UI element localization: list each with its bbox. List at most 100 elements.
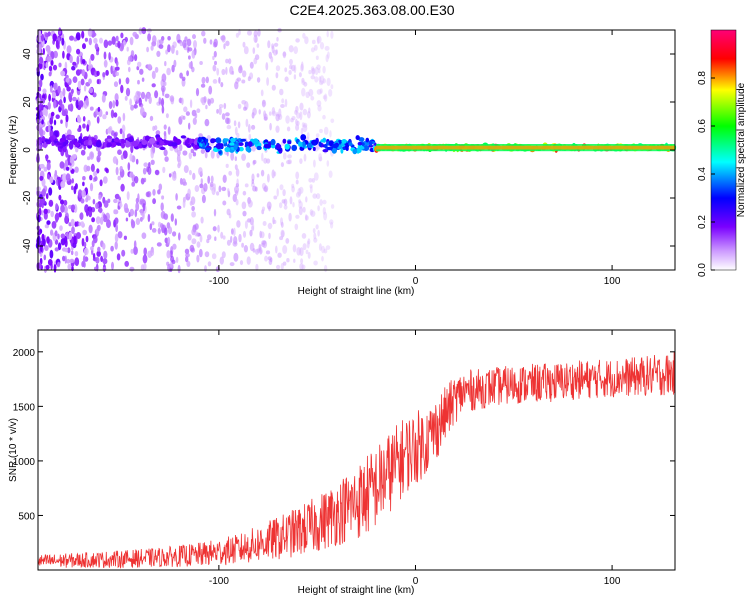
spectrogram-speckle	[124, 95, 128, 101]
spectrogram-speckle	[154, 169, 160, 175]
spectrogram-cells	[35, 27, 677, 274]
spectrogram-speckle	[92, 198, 96, 205]
spectrogram-speckle	[178, 232, 181, 241]
spectrogram-speckle	[271, 84, 276, 91]
spectrogram-speckle	[317, 104, 322, 112]
spectrogram-speckle	[139, 68, 144, 75]
spectrogram-speckle	[114, 193, 120, 200]
spectrogram-speckle	[43, 212, 48, 220]
spectrogram-speckle	[200, 178, 203, 185]
spectrogram-speckle	[184, 248, 190, 255]
spectrogram-speckle	[99, 216, 104, 225]
spectrogram-speckle	[228, 58, 232, 65]
spectrogram-speckle	[302, 124, 308, 133]
spectrogram-speckle	[45, 45, 51, 52]
spectrogram-speckle	[152, 189, 156, 196]
spectrogram-speckle	[88, 209, 93, 218]
spectrogram-speckle	[102, 114, 107, 120]
spectrogram-speckle	[313, 44, 318, 51]
spectrogram-speckle	[67, 154, 70, 163]
spectrogram-speckle	[89, 151, 95, 160]
spectrogram-speckle	[36, 236, 41, 245]
spectrogram-speckle	[212, 64, 217, 72]
spectrogram-speckle	[113, 112, 118, 118]
spectrogram-speckle	[167, 36, 171, 41]
spectrogram-speckle	[216, 191, 220, 196]
spectrogram-speckle	[114, 233, 119, 243]
spectrogram-speckle	[313, 237, 318, 243]
spectrogram-speckle	[295, 118, 298, 126]
spectrogram-ridge-cell	[291, 144, 298, 152]
spectrogram-speckle	[242, 41, 246, 48]
spectrogram-speckle	[324, 45, 330, 51]
spectrogram-speckle	[60, 70, 66, 77]
spectrogram-speckle	[80, 78, 85, 86]
spectrogram-speckle	[294, 109, 298, 115]
spectrogram-speckle	[234, 164, 238, 170]
spectrogram-ridge-cell	[256, 145, 262, 151]
spectrogram-speckle	[220, 82, 224, 88]
spectrogram-speckle	[50, 210, 54, 218]
spectrogram-speckle	[307, 238, 311, 245]
spectrogram-ridge-cell	[74, 142, 80, 148]
spectrogram-speckle	[71, 178, 74, 184]
y-tick-label: 1000	[13, 457, 36, 468]
spectrogram-speckle	[55, 40, 60, 49]
spectrogram-speckle	[263, 185, 269, 193]
spectrogram-speckle	[82, 229, 88, 236]
spectrogram-ridge-cell	[78, 136, 83, 141]
spectrogram-ridge-cell	[302, 141, 306, 148]
spectrogram-speckle	[273, 42, 279, 47]
spectrogram-speckle	[42, 47, 45, 56]
spectrogram-speckle	[66, 86, 71, 92]
spectrogram-speckle	[247, 30, 252, 36]
spectrogram-speckle	[235, 168, 240, 177]
spectrogram-speckle	[279, 184, 284, 191]
spectrogram-speckle	[142, 254, 148, 264]
spectrogram-speckle	[290, 118, 294, 123]
spectrogram-speckle	[71, 65, 76, 71]
spectrogram-speckle	[259, 249, 263, 254]
spectrogram-speckle	[232, 193, 237, 203]
spectrogram-speckle	[291, 64, 296, 72]
spectrogram-speckle	[222, 174, 227, 183]
spectrogram-speckle	[204, 118, 210, 127]
spectrogram-speckle	[268, 205, 271, 212]
spectrogram-speckle	[268, 232, 271, 240]
spectrogram-speckle	[283, 204, 288, 210]
spectrogram-speckle	[209, 39, 213, 45]
spectrogram-speckle	[163, 132, 167, 142]
spectrogram-speckle	[97, 106, 101, 112]
spectrogram-speckle	[287, 154, 292, 159]
spectrogram-speckle	[76, 48, 81, 55]
spectrogram-speckle	[330, 84, 334, 90]
spectrogram-speckle	[305, 215, 309, 221]
spectrogram-speckle	[147, 33, 152, 42]
spectrogram-ridge-cell	[124, 141, 131, 148]
colorbar-ticks: 0.0 0.2 0.4 0.6 0.8	[697, 71, 715, 277]
spectrogram-speckle	[247, 123, 251, 133]
spectrogram-speckle	[316, 64, 321, 70]
spectrogram-speckle	[190, 148, 195, 154]
spectrogram-speckle	[311, 67, 316, 75]
spectrogram-speckle	[330, 30, 334, 39]
spectrogram-speckle	[293, 64, 297, 74]
snr-y-label: SNR (10 * v/v)	[8, 418, 19, 482]
spectrogram-speckle	[316, 89, 322, 95]
spectrogram-speckle	[39, 175, 44, 181]
spectrogram-speckle	[156, 242, 162, 247]
spectrogram-speckle	[94, 43, 99, 50]
spectrogram-speckle	[301, 61, 304, 71]
x-tick-label: 100	[604, 576, 621, 587]
spectrogram-speckle	[80, 149, 86, 156]
spectrogram-ridge-cell	[357, 146, 365, 150]
spectrogram-speckle	[291, 116, 296, 121]
spectrogram-speckle	[179, 144, 183, 152]
spectrogram-speckle	[271, 43, 275, 50]
spectrogram-speckle	[140, 177, 145, 185]
spectrogram-ridge-cell	[322, 149, 329, 153]
spectrogram-speckle	[55, 114, 60, 119]
spectrogram-speckle	[50, 59, 54, 66]
spectrogram-speckle	[96, 116, 100, 124]
spectrogram-ridge-cell	[322, 137, 327, 143]
